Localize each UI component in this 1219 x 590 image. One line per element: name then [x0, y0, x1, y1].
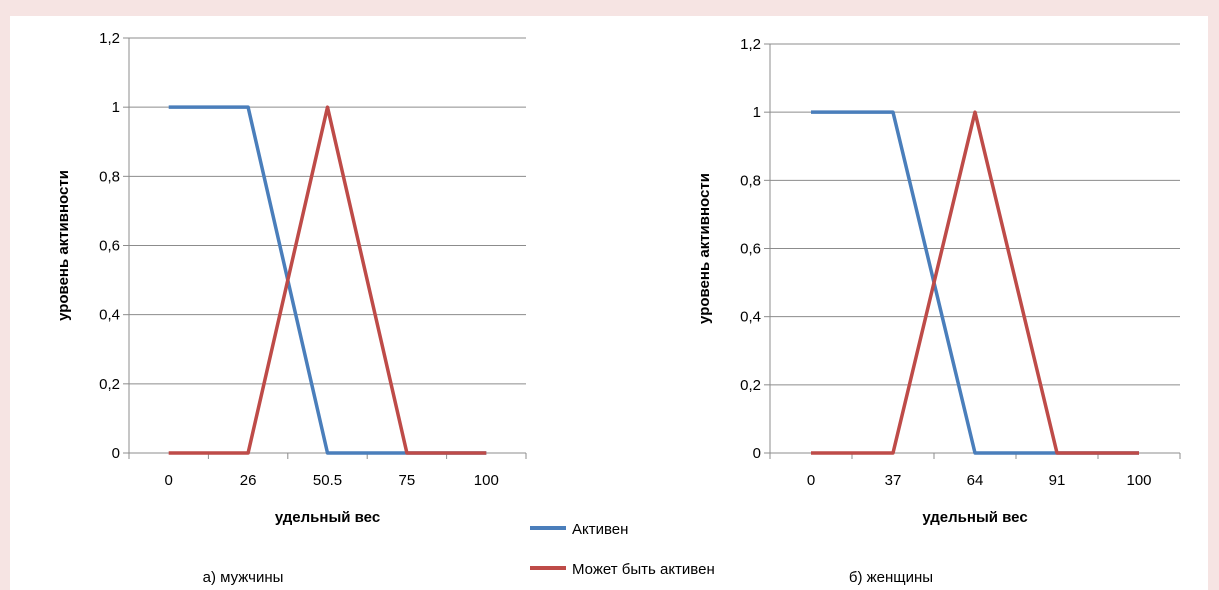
legend-label: Активен [572, 521, 628, 538]
x-tick-label: 64 [967, 472, 984, 489]
chart-canvas: 0 0,2 0,4 0,6 0,8 1 1,2 0 26 50.5 75 100 удельный ве… [10, 16, 1208, 590]
x-axis-title: удельный вес [922, 509, 1027, 526]
chart-caption: а) мужчины [203, 569, 284, 586]
chart-women: 0 0,2 0,4 0,6 0,8 1 1,2 0 37 64 91 100 удельный вес у… [696, 36, 1181, 586]
legend: Активен Может быть активен [530, 521, 715, 578]
y-tick-label: 1,2 [740, 36, 761, 53]
x-tick-label: 0 [807, 472, 815, 489]
series-line [168, 105, 487, 455]
y-tick-label: 0,2 [99, 376, 120, 393]
y-tick-label: 0 [753, 445, 761, 462]
x-tick-label: 0 [165, 472, 173, 489]
y-axis-title: уровень активности [696, 173, 713, 324]
legend-label: Может быть активен [572, 561, 715, 578]
x-tick-label: 100 [1126, 472, 1151, 489]
x-tick-label: 91 [1049, 472, 1066, 489]
y-axis-title: уровень активности [55, 170, 72, 321]
x-tick-label: 75 [399, 472, 416, 489]
x-tick-label: 26 [240, 472, 257, 489]
series-line [168, 105, 487, 455]
y-tick-label: 0,4 [740, 309, 761, 326]
y-tick-label: 1 [112, 99, 120, 116]
y-tick-label: 0 [112, 445, 120, 462]
y-tick-label: 1,2 [99, 30, 120, 47]
y-tick-label: 1 [753, 104, 761, 121]
y-tick-label: 0,6 [99, 238, 120, 255]
y-tick-label: 0,8 [99, 168, 120, 185]
chart-men: 0 0,2 0,4 0,6 0,8 1 1,2 0 26 50.5 75 100 удельный ве… [55, 30, 527, 586]
x-tick-label: 37 [885, 472, 902, 489]
series-line [811, 110, 1139, 455]
y-tick-label: 0,2 [740, 377, 761, 394]
chart-caption: б) женщины [849, 569, 933, 586]
y-tick-label: 0,6 [740, 241, 761, 258]
series-line [811, 110, 1139, 455]
y-tick-label: 0,8 [740, 172, 761, 189]
x-axis-title: удельный вес [275, 509, 380, 526]
x-tick-label: 100 [474, 472, 499, 489]
x-tick-label: 50.5 [313, 472, 342, 489]
y-tick-label: 0,4 [99, 307, 120, 324]
